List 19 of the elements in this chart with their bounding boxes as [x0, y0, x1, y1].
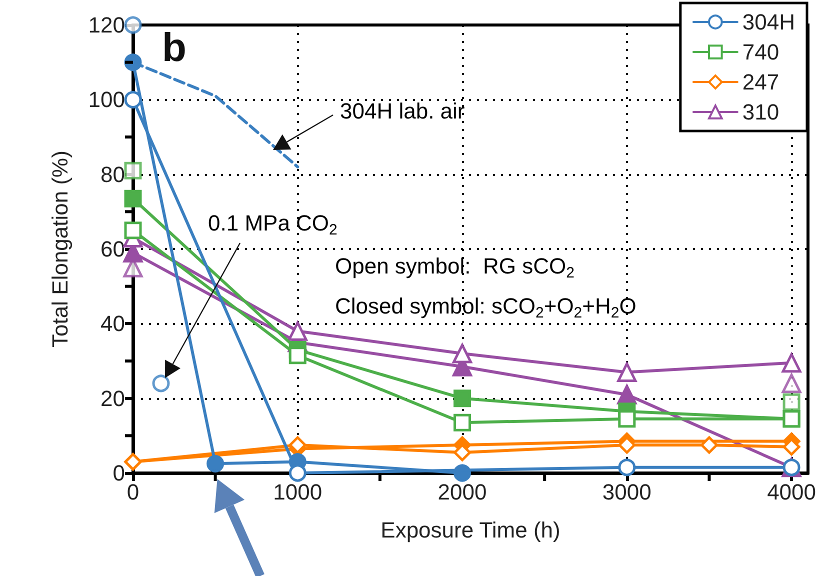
legend-label: 304H: [742, 10, 795, 34]
y-tick-label: 20: [100, 386, 125, 411]
y-tick-label: 60: [100, 236, 125, 262]
y-tick-label: 40: [100, 311, 125, 336]
y-tick-label: 0: [112, 460, 125, 486]
legend-label: 740: [742, 40, 780, 64]
x-tick-label: 3000: [602, 480, 652, 504]
x-tick-label: 1000: [273, 480, 322, 504]
y-tick-label: 120: [88, 12, 125, 38]
legend-label: 247: [742, 70, 780, 94]
annotation: 304H lab. air: [340, 98, 465, 124]
y-tick-label: 80: [100, 162, 125, 187]
legend-label: 310: [742, 100, 780, 124]
x-tick-label: 2000: [438, 480, 487, 504]
y-axis-title: Total Elongation (%): [48, 150, 72, 348]
x-tick-label: 4000: [767, 480, 816, 504]
x-axis-title: Exposure Time (h): [380, 518, 560, 542]
y-tick-label: 100: [88, 87, 125, 112]
annotation: b: [162, 26, 186, 70]
